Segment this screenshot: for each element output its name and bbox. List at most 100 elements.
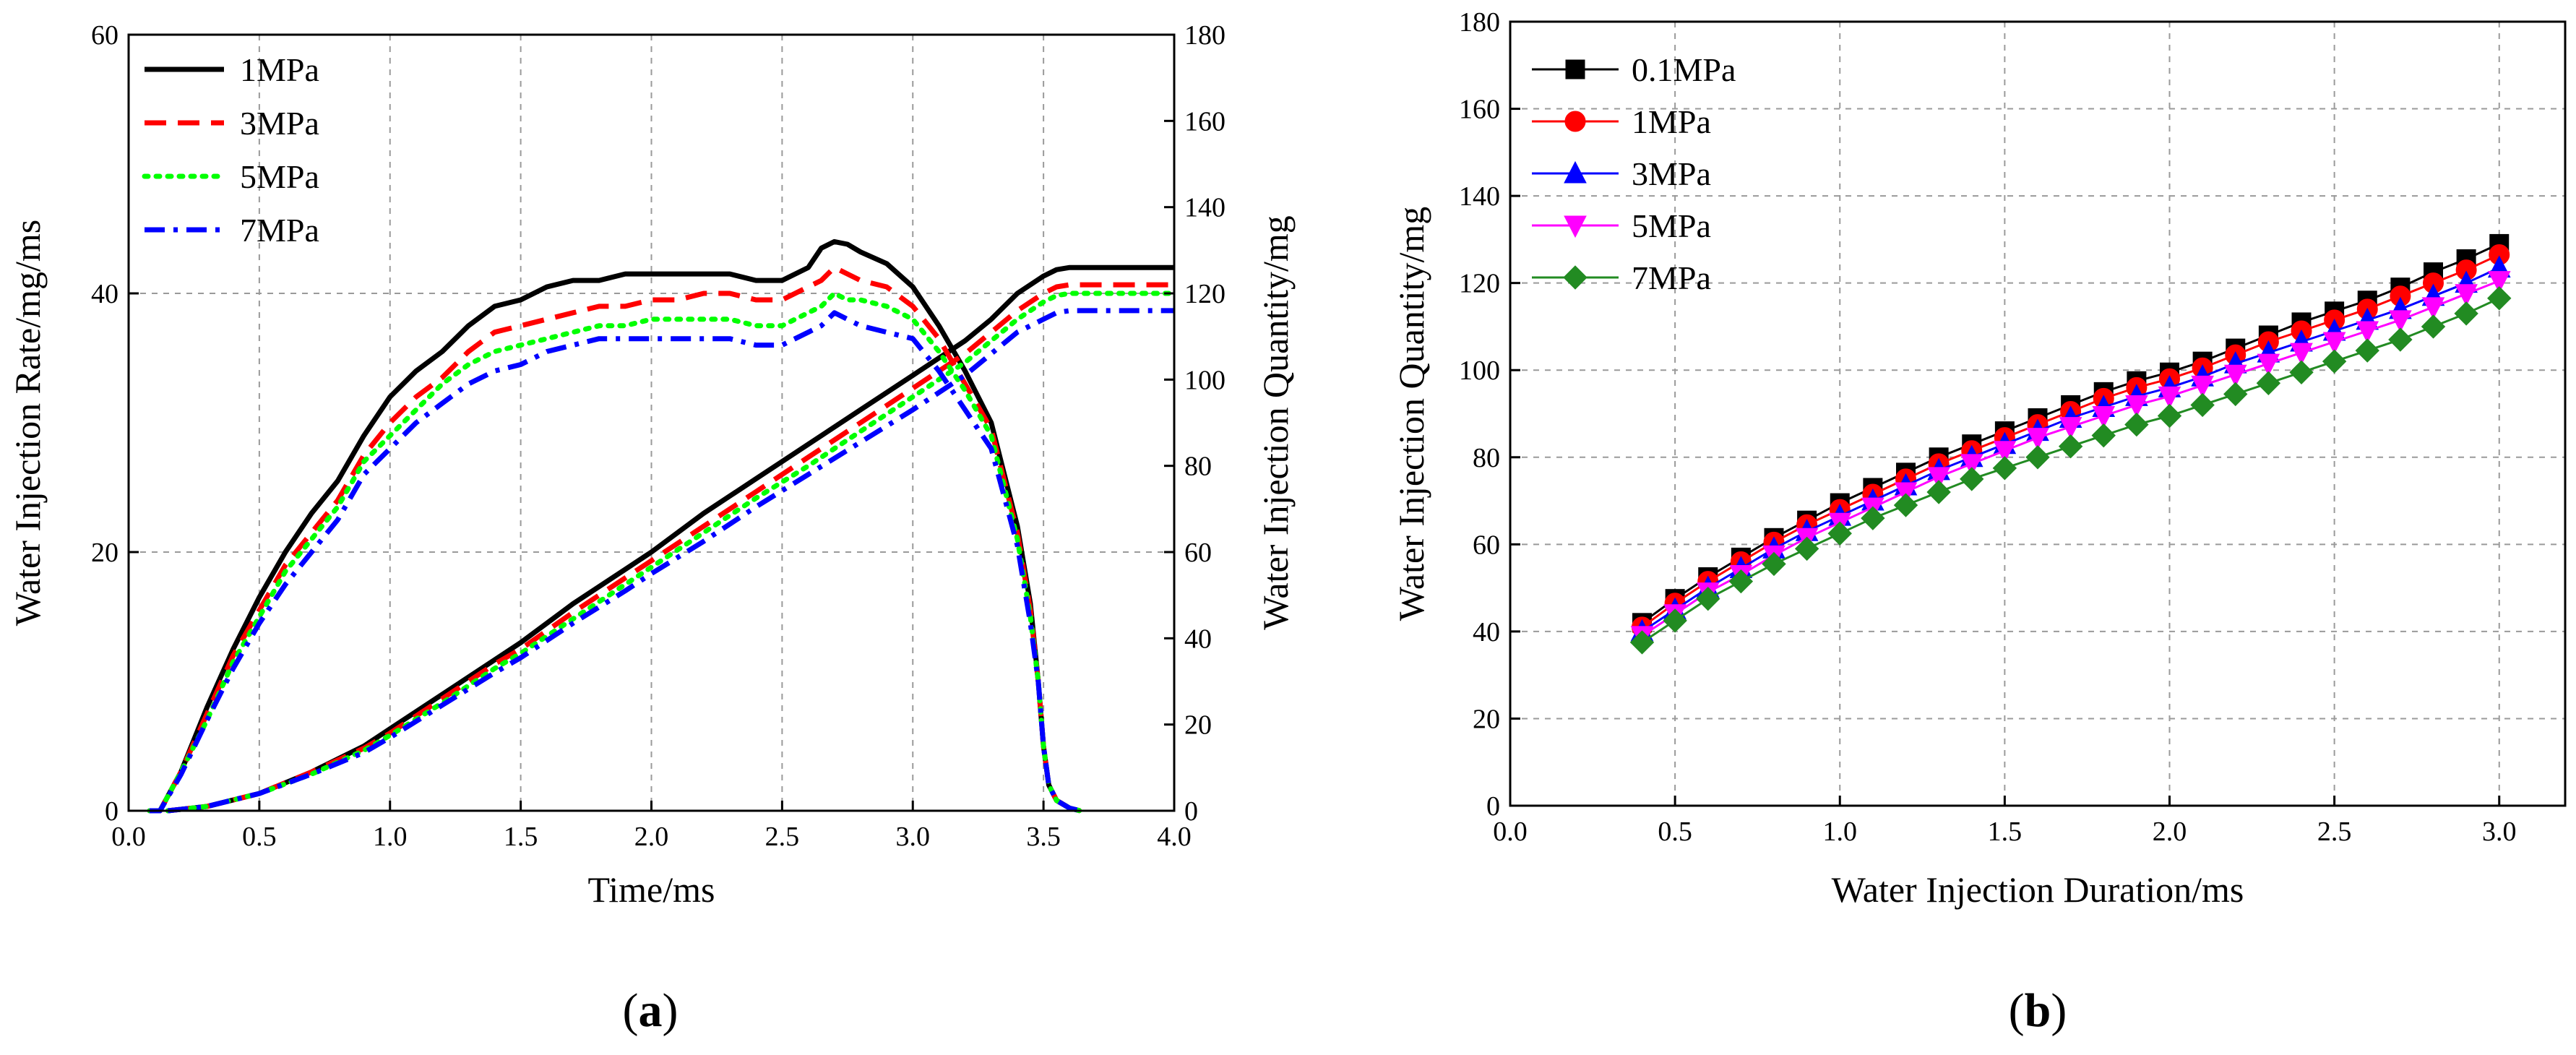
panel-b-x-tick-label: 2.5 <box>2317 817 2352 847</box>
panel-a-grid <box>129 35 1174 811</box>
series-7mpa-point <box>2223 382 2248 407</box>
panel-a-series <box>147 238 1177 814</box>
panel-a-right-y-tick-label: 140 <box>1184 193 1225 223</box>
series-5mpa-point <box>2092 406 2116 429</box>
panel-a-right-y-tick-label: 20 <box>1184 710 1212 741</box>
panel-b-x-tick-label: 1.0 <box>1823 817 1858 847</box>
series-7mpa-point <box>2289 360 2314 384</box>
series-7mpa-point <box>2124 412 2149 437</box>
series-7mpa-point <box>2058 434 2083 459</box>
series-7mpa-point <box>1663 608 1687 633</box>
series-5mpa-point <box>1960 454 1983 476</box>
series-7mpa <box>1629 286 2512 655</box>
panel-a-label-open: ( <box>623 984 639 1037</box>
series-7mpa-point <box>2256 371 2281 396</box>
panel-a-x-tick-label: 0.5 <box>242 822 277 852</box>
series-7mpa-point <box>1728 569 1754 594</box>
legend-7mpa-swatch-marker <box>1563 265 1588 290</box>
series-5mpa-point <box>1927 467 1950 489</box>
panel-b-y-tick-label: 0 <box>1486 791 1500 822</box>
series-7mpa-point <box>1861 506 1885 530</box>
panel-a-right-y-tick-label: 0 <box>1184 796 1198 827</box>
panel-a-left-y-tick-label: 40 <box>91 279 119 309</box>
series-7mpa-point <box>1762 551 1786 577</box>
panel-b: 0.0 0.5 1.0 1.5 2.0 2.5 3.0 0 20 40 60 80 100 120 140 1… <box>1391 7 2567 1037</box>
panel-a-x-tick-label: 2.5 <box>765 822 800 852</box>
panel-a-right-y-tick-label: 60 <box>1184 538 1212 568</box>
series-7mpa-quantity-line <box>167 308 1174 814</box>
legend-0-1mpa-swatch-marker <box>1565 59 1585 79</box>
series-7mpa-point <box>1696 586 1720 611</box>
series-7mpa-point <box>2454 301 2478 326</box>
panel-a: 0.0 0.5 1.0 1.5 2.0 2.5 3.0 3.5 4.00204060020406… <box>7 20 1296 1037</box>
legend-1mpa-label: 1MPa <box>1632 103 1711 140</box>
series-7mpa-point <box>2355 338 2379 363</box>
panel-b-x-tick-label: 3.0 <box>2482 817 2517 847</box>
panel-b-label-letter: b <box>2025 984 2051 1037</box>
series-7mpa-point <box>2322 349 2347 374</box>
panel-a-left-y-axis-title: Water Injection Rate/mg/ms <box>7 220 48 626</box>
panel-b-x-tick-label: 2.0 <box>2153 817 2187 847</box>
series-7mpa-rate-line <box>149 310 1081 814</box>
series-7mpa-point <box>1960 467 1984 491</box>
legend-7mpa-label: 7MPa <box>1632 259 1711 296</box>
series-7mpa-point <box>1926 480 1951 504</box>
series-7mpa-point <box>2421 314 2446 339</box>
panel-a-right-y-tick-label: 40 <box>1184 624 1212 654</box>
panel-a-x-tick-label: 1.5 <box>504 822 538 852</box>
panel-b-x-tick-label: 0.0 <box>1493 817 1528 847</box>
panel-b-label: (b) <box>2009 984 2067 1037</box>
panel-a-left-y-tick-label: 0 <box>105 796 119 827</box>
panel-a-x-tick-label: 1.0 <box>373 822 408 852</box>
legend-7mpa-label: 7MPa <box>240 212 319 249</box>
series-5mpa-point <box>2191 375 2214 398</box>
panel-b-y-tick-label: 100 <box>1459 356 1500 386</box>
panel-b-label-open: ( <box>2009 984 2025 1037</box>
panel-b-x-tick-label: 1.5 <box>1988 817 2023 847</box>
panel-a-label: (a) <box>623 984 679 1037</box>
panel-b-y-tick-label: 140 <box>1459 181 1500 212</box>
legend-5mpa-swatch-marker <box>1564 215 1587 238</box>
panel-b-series <box>1629 233 2512 655</box>
panel-a-legend: 1MPa 3MPa 5MPa 7MPa <box>142 51 319 249</box>
series-7mpa-point <box>2157 403 2182 429</box>
panel-b-label-close: ) <box>2051 984 2067 1037</box>
series-5mpa-point <box>1993 441 2017 463</box>
series-7mpa-point <box>2487 286 2512 311</box>
legend-3mpa-label: 3MPa <box>240 105 319 142</box>
panel-a-x-tick-label: 0.0 <box>111 822 146 852</box>
series-7mpa-point <box>1893 493 1918 517</box>
series-5mpa-point <box>2322 332 2346 355</box>
panel-b-y-tick-label: 80 <box>1473 443 1500 473</box>
series-7mpa-point <box>2025 445 2050 470</box>
legend-3mpa-label: 3MPa <box>1632 155 1711 192</box>
panel-a-right-y-tick-label: 100 <box>1184 365 1225 395</box>
series-7mpa-point <box>2190 392 2215 418</box>
series-5mpa-point <box>2290 343 2313 366</box>
legend-5mpa-label: 5MPa <box>1632 207 1711 244</box>
series-5mpa-point <box>2223 364 2247 387</box>
series-5mpa-point <box>2356 321 2379 344</box>
series-5mpa-point <box>2059 417 2082 439</box>
series-5mpa-point <box>2487 271 2511 293</box>
panel-a-ticks: 0.0 0.5 1.0 1.5 2.0 2.5 3.0 3.5 4.00204060020406… <box>91 20 1225 852</box>
series-7mpa-point <box>1992 456 2017 481</box>
series-7mpa-point <box>1827 521 1852 546</box>
panel-a-right-y-tick-label: 120 <box>1184 279 1225 309</box>
panel-b-legend: 0.1MPa 1MPa 3MPa 5MPa 7MPa <box>1532 51 1736 296</box>
series-7mpa-point <box>2091 423 2116 448</box>
panel-b-ticks: 0.0 0.5 1.0 1.5 2.0 2.5 3.0 0 20 40 60 80 100 120 140 1… <box>1459 7 2517 847</box>
panel-a-x-tick-label: 4.0 <box>1157 822 1192 852</box>
panel-a-label-close: ) <box>663 984 679 1037</box>
legend-5mpa-label: 5MPa <box>240 158 319 195</box>
panel-a-right-y-tick-label: 180 <box>1184 20 1225 51</box>
series-5mpa-point <box>2455 284 2478 306</box>
legend-0-1mpa-label: 0.1MPa <box>1632 51 1736 88</box>
series-5mpa <box>1630 271 2511 649</box>
panel-b-y-tick-label: 60 <box>1473 530 1500 560</box>
series-5mpa-point <box>2125 395 2148 418</box>
panel-a-x-tick-label: 2.0 <box>634 822 669 852</box>
panel-b-y-tick-label: 40 <box>1473 617 1500 647</box>
